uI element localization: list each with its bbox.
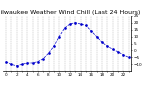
Title: Milwaukee Weather Wind Chill (Last 24 Hours): Milwaukee Weather Wind Chill (Last 24 Ho…	[0, 10, 140, 15]
